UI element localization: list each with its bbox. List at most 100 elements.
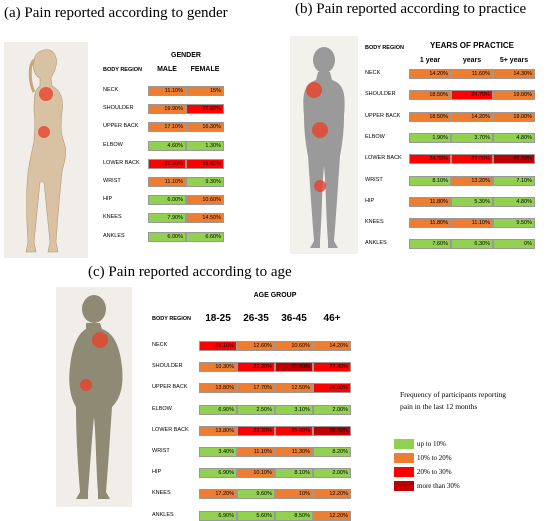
table-cell: 11.10% — [148, 86, 186, 96]
table-cell: 8.10% — [409, 175, 451, 186]
table-cell: 10.10% — [237, 468, 275, 479]
legend-swatch — [394, 439, 414, 449]
table-cell: 22.00% — [451, 154, 493, 165]
table-cell: 11.60% — [451, 69, 493, 79]
row-label: LOWER BACK — [152, 426, 189, 433]
panel-a-title: (a) Pain reported according to gender — [4, 5, 228, 21]
older-man-figure — [56, 287, 132, 507]
table-cell: 10% — [275, 489, 313, 500]
table-cell: 11.80% — [409, 218, 451, 229]
table-cell: 4.60% — [148, 140, 186, 151]
row-header: BODY REGION — [152, 316, 192, 322]
column-header: 46+ — [323, 313, 341, 324]
row-label: ANKLES — [152, 511, 174, 518]
table-cell: 11.30% — [275, 447, 313, 457]
legend-label: up to 10% — [417, 440, 446, 448]
table-cell: 1.90% — [409, 132, 451, 143]
row-label: KNEES — [365, 219, 384, 226]
legend-title: Frequency of participants reporting pain… — [400, 390, 507, 411]
row-label: LOWER BACK — [365, 155, 402, 162]
table-cell: 13.80% — [199, 383, 237, 394]
row-label: UPPER BACK — [103, 123, 139, 130]
table-cell: 28.10% — [199, 341, 237, 351]
table-cell: 7.10% — [493, 175, 535, 186]
table-cell: 42.80% — [493, 154, 535, 165]
table-cell: 4.80% — [493, 196, 535, 207]
back-pain-spot — [80, 379, 92, 391]
table-cell: 8.20% — [313, 447, 351, 457]
column-header: 36-45 — [281, 313, 307, 324]
row-label: HIP — [103, 196, 113, 203]
table-cell: 2.50% — [237, 404, 275, 415]
panel-b-title: (b) Pain reported according to practice — [295, 1, 527, 17]
knee-pain-spot — [314, 180, 326, 192]
table-cell: 31.90% — [275, 362, 313, 373]
table-cell: 12.60% — [237, 341, 275, 351]
table-cell: 14.20% — [313, 341, 351, 351]
table-cell: 18.50% — [409, 90, 451, 101]
table-cell: 7.90% — [148, 213, 186, 224]
table-cell: 11.10% — [451, 218, 493, 229]
table-cell: 19.00% — [493, 90, 535, 101]
group-header: AGE GROUP — [253, 292, 297, 299]
table-cell: 9.50% — [493, 218, 535, 229]
column-header: 26-35 — [243, 313, 269, 324]
legend-label: more than 30% — [417, 482, 460, 490]
legend-label: 10% to 20% — [417, 454, 452, 462]
row-label: WRIST — [103, 178, 121, 184]
table-cell: 3.70% — [451, 132, 493, 143]
table-cell: 2.00% — [313, 468, 351, 479]
back-pain-spot — [312, 122, 328, 138]
row-label: KNEES — [152, 490, 171, 497]
row-label: ANKLES — [365, 240, 387, 247]
legend-swatch — [394, 467, 414, 477]
table-cell: 9.60% — [237, 489, 275, 500]
table-cell: 22.20% — [237, 362, 275, 373]
legend-label: 20% to 30% — [417, 468, 452, 476]
row-label: ANKLES — [103, 232, 125, 239]
table-cell: 17.10% — [148, 122, 186, 133]
row-label: ELBOW — [365, 133, 385, 140]
table-cell: 11.10% — [237, 447, 275, 457]
row-label: LOWER BACK — [103, 159, 140, 166]
row-label: NECK — [152, 342, 168, 348]
table-cell: 19.90% — [148, 104, 186, 115]
row-label: ELBOW — [152, 405, 172, 412]
table-cell: 14.20% — [451, 111, 493, 122]
row-label: NECK — [365, 70, 381, 76]
table-cell: 6.90% — [199, 468, 237, 479]
neck-pain-spot — [92, 332, 108, 348]
table-cell: 38.80% — [313, 425, 351, 436]
table-cell: 3.40% — [199, 447, 237, 457]
row-label: NECK — [103, 87, 119, 93]
table-cell: 23.20% — [148, 158, 186, 169]
back-pain-spot — [38, 126, 50, 138]
table-cell: 8.10% — [275, 468, 313, 479]
table-cell: 11.80% — [409, 196, 451, 207]
legend-swatch — [394, 481, 414, 491]
row-header: BODY REGION — [365, 45, 405, 51]
table-cell: 1.30% — [186, 140, 224, 151]
table-cell: 2.00% — [313, 404, 351, 415]
row-label: SHOULDER — [152, 363, 183, 370]
table-cell: 24.80% — [409, 154, 451, 165]
table-cell: 9.30% — [186, 177, 224, 187]
row-header: BODY REGION — [103, 67, 143, 73]
legend-swatch — [394, 453, 414, 463]
table-cell: 17.20% — [199, 489, 237, 500]
row-label: HIP — [152, 469, 162, 476]
row-label: KNEES — [103, 214, 122, 221]
table-cell: 7.60% — [409, 239, 451, 250]
row-label: UPPER BACK — [365, 112, 401, 119]
table-cell: 6.30% — [451, 239, 493, 250]
column-header: years — [462, 57, 482, 64]
table-cell: 0% — [493, 239, 535, 250]
table-cell: 6.00% — [148, 231, 186, 242]
table-cell: 12.20% — [313, 489, 351, 500]
row-label: UPPER BACK — [152, 384, 188, 391]
shoulder-pain-spot — [306, 82, 322, 98]
column-header: MALE — [157, 66, 177, 73]
table-cell: 10.60% — [275, 341, 313, 351]
table-cell: 14.30% — [493, 69, 535, 79]
table-cell: 21.60% — [186, 104, 224, 115]
